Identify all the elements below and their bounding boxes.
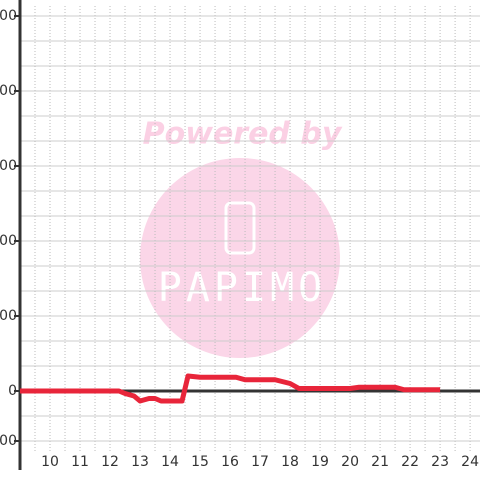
x-tick-label: 21	[371, 454, 389, 470]
x-tick-label: 23	[431, 454, 449, 470]
y-tick-label: 30,000	[0, 308, 17, 324]
watermark-line1: Powered by	[143, 117, 343, 152]
x-tick-label: 13	[131, 454, 149, 470]
x-tick-label: 15	[191, 454, 209, 470]
x-tick-label: 20	[341, 454, 359, 470]
line-series	[20, 373, 441, 404]
y-tick-label: 150,000	[0, 8, 17, 24]
y-tick-label: 60,000	[0, 233, 17, 249]
y-tick-label: 0	[8, 383, 17, 399]
y-tick-label: 90,000	[0, 158, 17, 174]
x-tick-label: 19	[311, 454, 329, 470]
x-tick-label: 22	[401, 454, 419, 470]
x-tick-label: 18	[281, 454, 299, 470]
x-tick-label: 11	[71, 454, 89, 470]
x-tick-label: 16	[221, 454, 239, 470]
x-tick-label: 14	[161, 454, 179, 470]
watermark-line2: PAPIMO	[158, 265, 327, 311]
x-tick-label: 12	[101, 454, 119, 470]
x-tick-label: 24	[461, 454, 479, 470]
x-tick-label: 17	[251, 454, 269, 470]
y-tick-label: 120,000	[0, 83, 17, 99]
x-tick-label: 10	[41, 454, 59, 470]
watermark-phone	[224, 201, 256, 255]
y-tick-label: -20,000	[0, 433, 17, 449]
